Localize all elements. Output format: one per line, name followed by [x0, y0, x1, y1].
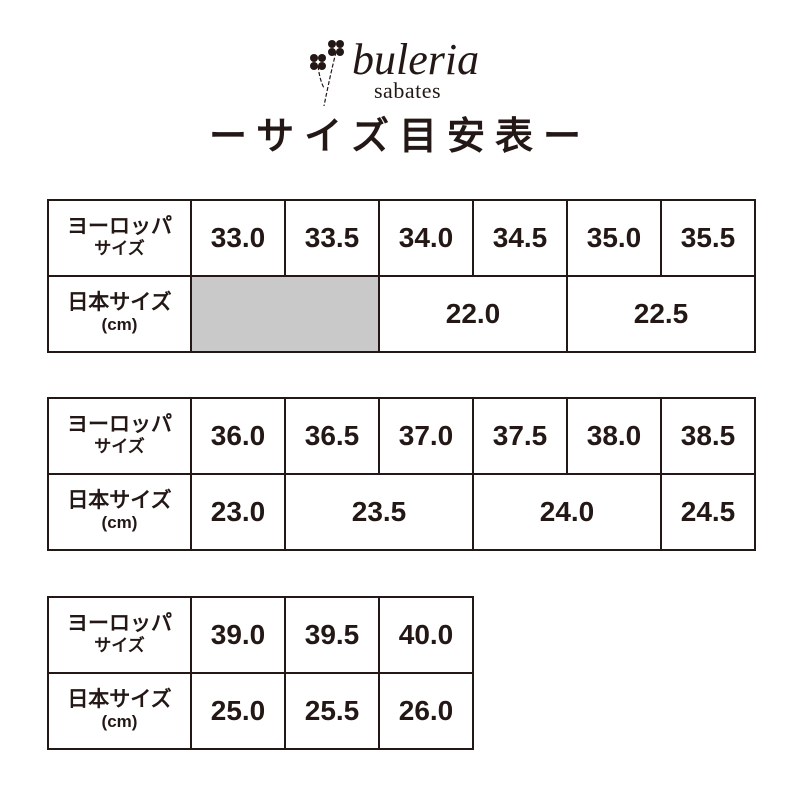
eu-size-label: ヨーロッパ サイズ: [47, 397, 192, 475]
page-title: ーサイズ目安表ー: [208, 116, 592, 158]
size-table-3: ヨーロッパ サイズ 39.0 39.5 40.0 日本サイズ (cm) 25.0 2…: [47, 596, 474, 750]
eu-size-cell: 37.5: [472, 397, 568, 475]
eu-size-cell: 38.5: [660, 397, 756, 475]
jp-size-cell: 22.0: [378, 275, 568, 353]
eu-size-cell: 35.0: [566, 199, 662, 277]
eu-size-cell: 38.0: [566, 397, 662, 475]
table-row-jp: 日本サイズ (cm) 22.0 22.5: [47, 275, 756, 353]
eu-size-label: ヨーロッパ サイズ: [47, 596, 192, 674]
jp-size-cell: 24.5: [660, 473, 756, 551]
brand-subtitle: sabates: [374, 78, 442, 103]
unavailable-cell: [190, 275, 380, 353]
eu-size-cell: 36.0: [190, 397, 286, 475]
jp-size-label: 日本サイズ (cm): [47, 672, 192, 750]
eu-size-cell: 34.5: [472, 199, 568, 277]
jp-size-label: 日本サイズ (cm): [47, 275, 192, 353]
jp-size-cell: 26.0: [378, 672, 474, 750]
eu-size-cell: 34.0: [378, 199, 474, 277]
jp-size-cell: 24.0: [472, 473, 662, 551]
size-table-2: ヨーロッパ サイズ 36.0 36.5 37.0 37.5 38.0 38.5 日…: [47, 397, 756, 551]
jp-size-label: 日本サイズ (cm): [47, 473, 192, 551]
table-row-eu: ヨーロッパ サイズ 39.0 39.5 40.0: [47, 596, 474, 674]
table-row-jp: 日本サイズ (cm) 25.0 25.5 26.0: [47, 672, 474, 750]
eu-size-cell: 36.5: [284, 397, 380, 475]
size-table-1: ヨーロッパ サイズ 33.0 33.5 34.0 34.5 35.0 35.5 日…: [47, 199, 756, 353]
table-row-jp: 日本サイズ (cm) 23.0 23.5 24.0 24.5: [47, 473, 756, 551]
eu-size-cell: 33.5: [284, 199, 380, 277]
table-row-eu: ヨーロッパ サイズ 33.0 33.5 34.0 34.5 35.0 35.5: [47, 199, 756, 277]
eu-size-cell: 37.0: [378, 397, 474, 475]
jp-size-cell: 25.0: [190, 672, 286, 750]
jp-size-cell: 25.5: [284, 672, 380, 750]
table-row-eu: ヨーロッパ サイズ 36.0 36.5 37.0 37.5 38.0 38.5: [47, 397, 756, 475]
clover-icon: [310, 40, 344, 106]
eu-size-cell: 39.5: [284, 596, 380, 674]
eu-size-cell: 40.0: [378, 596, 474, 674]
eu-size-label: ヨーロッパ サイズ: [47, 199, 192, 277]
jp-size-cell: 23.0: [190, 473, 286, 551]
eu-size-cell: 35.5: [660, 199, 756, 277]
eu-size-cell: 33.0: [190, 199, 286, 277]
jp-size-cell: 22.5: [566, 275, 756, 353]
eu-size-cell: 39.0: [190, 596, 286, 674]
brand-name: buleria: [352, 35, 480, 84]
jp-size-cell: 23.5: [284, 473, 474, 551]
